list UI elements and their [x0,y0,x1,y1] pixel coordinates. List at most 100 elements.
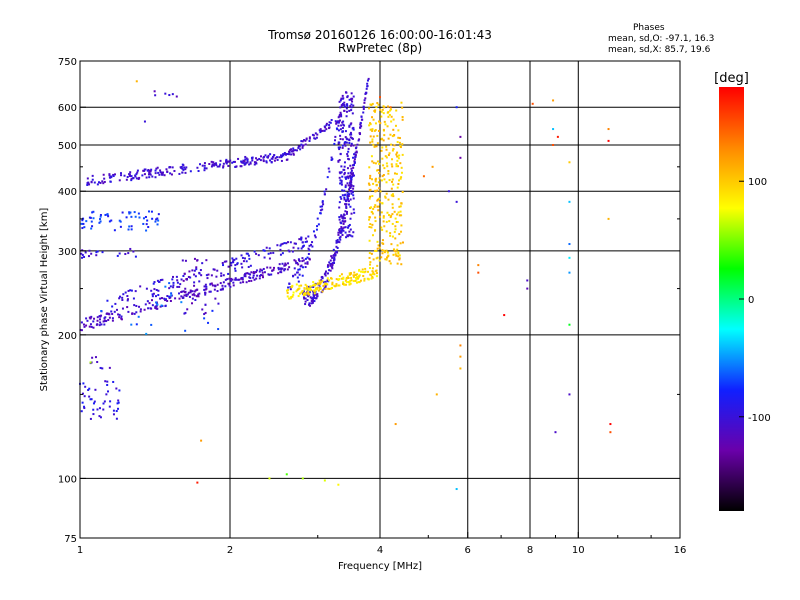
echo-point [298,284,301,287]
echo-point [227,272,230,275]
echo-point [348,281,351,284]
echo-point [311,301,314,304]
echo-point [350,169,353,172]
echo-point [89,398,92,401]
echo-point [234,264,237,267]
echo-point [201,164,204,167]
echo-point [341,138,344,141]
echo-point [164,92,167,95]
echo-point [348,125,351,128]
echo-point [172,286,175,289]
echo-point [329,269,332,272]
echo-point [281,262,284,265]
echo-point [347,200,350,203]
echo-point [148,171,151,174]
echo-point [83,405,86,408]
echo-point [222,264,225,267]
echo-point [352,95,355,98]
echo-point [347,150,350,153]
echo-point [143,308,146,311]
echo-point [110,310,113,313]
echo-point [286,291,289,294]
echo-point [375,169,378,172]
echo-point [158,280,161,283]
echo-point [552,143,555,146]
echo-point [348,230,351,233]
echo-point [395,109,398,112]
echo-point [151,175,154,178]
echo-point [371,223,374,226]
echo-point [133,304,136,307]
echo-point [129,289,132,292]
echo-point [402,241,405,244]
echo-point [368,189,371,192]
echo-point [168,94,171,97]
echo-point [370,155,373,158]
echo-point [150,210,153,213]
echo-point [374,216,377,219]
echo-point [344,176,347,179]
echo-point [132,177,135,180]
echo-point [347,276,350,279]
echo-point [289,288,292,291]
echo-point [346,193,349,196]
echo-point [249,162,252,165]
echo-point [346,210,349,213]
echo-point [136,169,139,172]
echo-point [93,181,96,184]
echo-point [83,255,86,258]
echo-point [301,260,304,263]
echo-point [172,284,175,287]
echo-point [285,152,288,155]
echo-point [335,283,338,286]
echo-point [234,267,237,270]
echo-point [283,268,286,271]
echo-point [152,292,155,295]
echo-point [459,367,462,370]
echo-point [391,222,394,225]
echo-point [91,174,94,177]
echo-point [120,172,123,175]
echo-point [344,186,347,189]
echo-point [321,205,324,208]
echo-point [375,145,378,148]
echo-point [100,323,103,326]
echo-point [401,106,404,109]
echo-point [380,179,383,182]
echo-point [309,287,312,290]
echo-point [326,277,329,280]
echo-point [338,176,341,179]
echo-point [304,262,307,265]
echo-point [368,226,371,229]
echo-point [234,278,237,281]
echo-point [266,266,269,269]
echo-point [158,173,161,176]
echo-point [100,309,103,312]
echo-point [308,137,311,140]
echo-point [130,289,133,292]
echo-point [368,267,371,270]
echo-point [376,198,379,201]
echo-point [338,236,341,239]
echo-point [234,277,237,280]
x-tick-label: 1 [77,545,83,556]
echo-point [374,178,377,181]
echo-point [357,281,360,284]
echo-point [396,141,399,144]
echo-point [205,259,208,262]
echo-point [337,233,340,236]
echo-point [382,215,385,218]
echo-point [391,158,394,161]
echo-point [368,183,371,186]
echo-point [609,423,612,426]
echo-point [300,291,303,294]
echo-point [376,247,379,250]
echo-point [249,276,252,279]
echo-point [156,217,159,220]
x-tick-label: 16 [674,545,687,556]
echo-point [383,251,386,254]
echo-point [350,167,353,170]
echo-point [393,144,396,147]
echo-point [255,252,258,255]
echo-point [340,214,343,217]
